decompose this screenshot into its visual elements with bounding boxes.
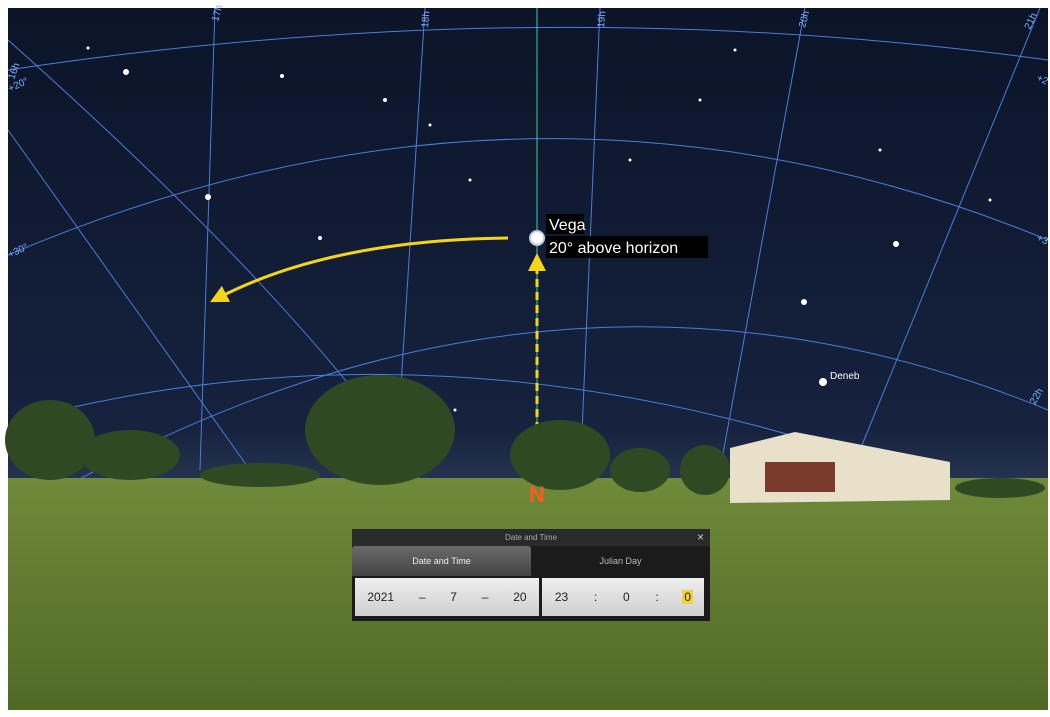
dialog-title: Date and Time [505, 533, 557, 542]
star-label: Vega [549, 217, 586, 234]
time-field: 23 : 0 : 0 [542, 578, 704, 616]
tab[interactable]: Date and Time [352, 546, 531, 576]
year[interactable]: 2021 [365, 590, 396, 604]
annotation: 20° above horizon [549, 240, 678, 257]
close-button[interactable]: × [697, 529, 704, 546]
hour-label: 18h [420, 11, 432, 29]
separator: : [592, 590, 599, 604]
separator: – [417, 590, 428, 604]
month[interactable]: 7 [448, 590, 459, 604]
dialog-title-bar: Date and Time × [352, 529, 710, 546]
date-time-dialog: Date and Time× Date and Time Julian Day … [352, 529, 710, 621]
tab[interactable]: Julian Day [531, 546, 710, 576]
separator: – [480, 590, 491, 604]
date-field: 2021 – 7 – 20 [355, 578, 539, 616]
hour[interactable]: 23 [553, 590, 570, 604]
separator: : [653, 590, 660, 604]
star-label: Deneb [830, 371, 860, 382]
day[interactable]: 20 [511, 590, 528, 604]
second[interactable]: 0 [682, 590, 693, 604]
hour-label: 19h [596, 11, 608, 29]
compass-north: N [529, 482, 545, 507]
minute[interactable]: 0 [621, 590, 632, 604]
stellarium-window: 17h 16h 18h 19h 20h 21h 22h +20° +30° +2… [0, 0, 1050, 717]
